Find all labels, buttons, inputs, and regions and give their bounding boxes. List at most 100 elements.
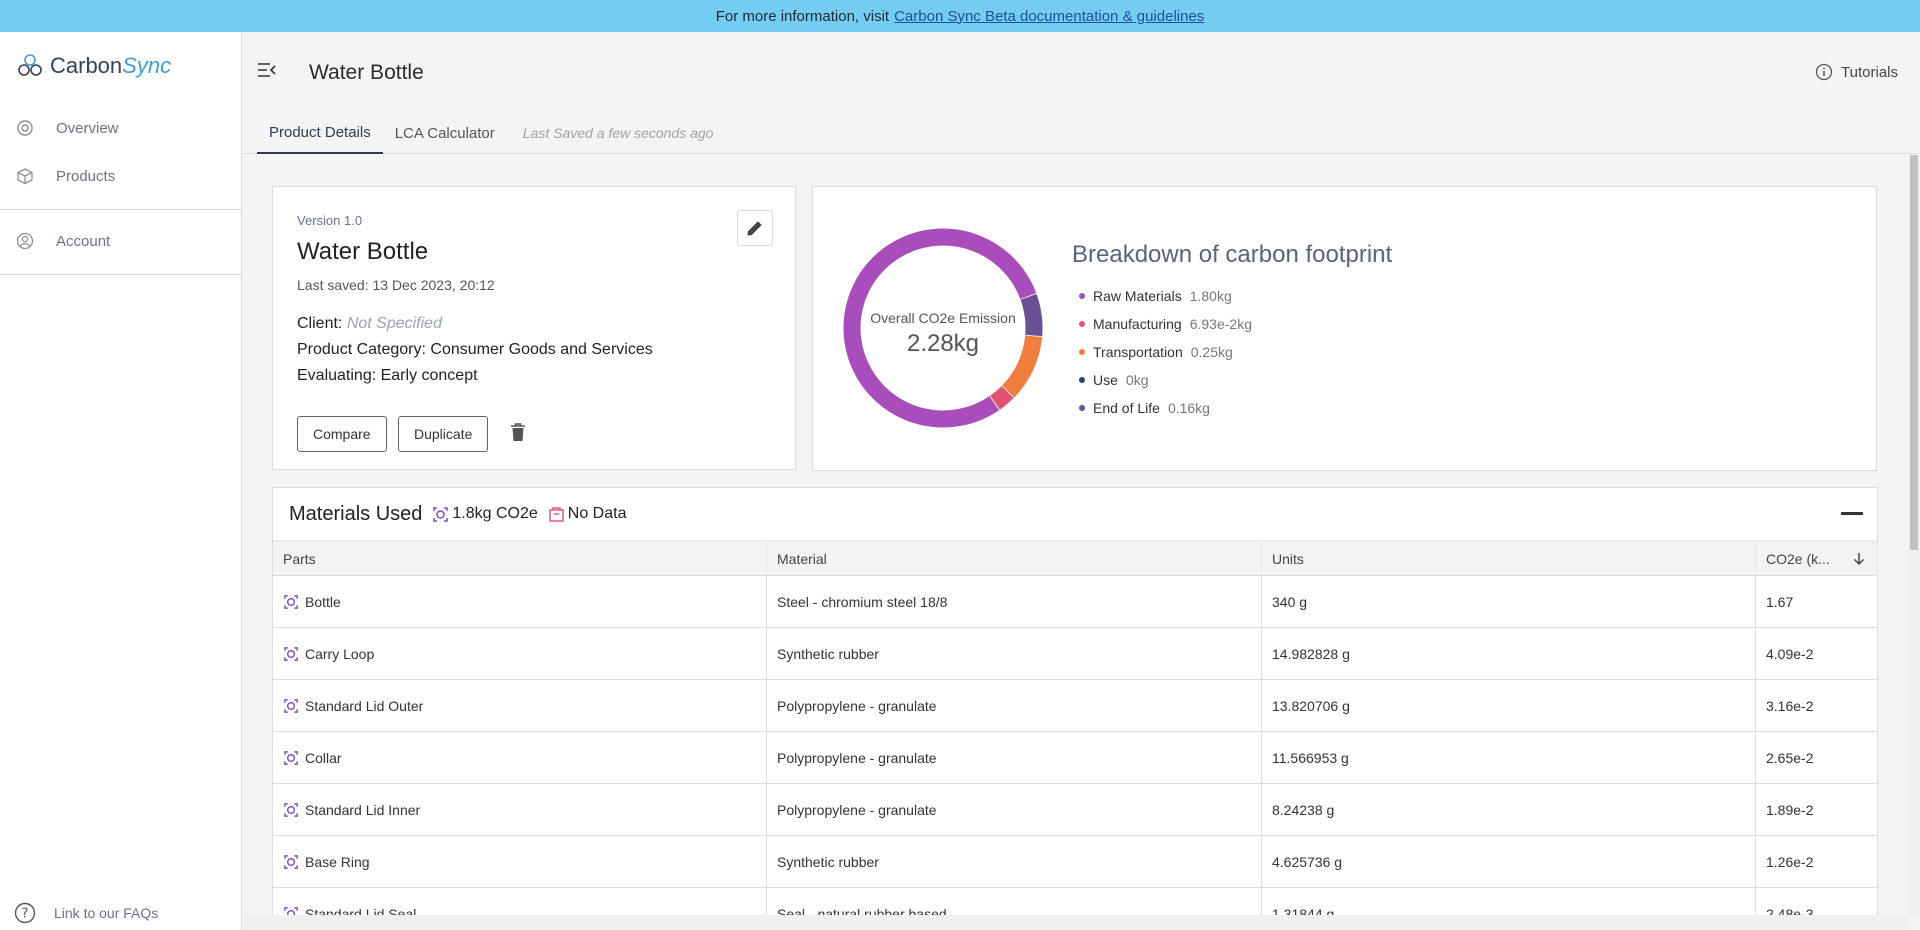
sidebar-item-overview[interactable]: Overview (0, 104, 241, 152)
co2e-cell[interactable]: 3.16e-2 (1756, 680, 1878, 732)
materials-title: Materials Used (289, 502, 423, 525)
co2e-cell[interactable]: 1.67 (1756, 576, 1878, 628)
legend-label: Manufacturing (1093, 316, 1182, 332)
donut-segment-transportation[interactable] (1001, 335, 1043, 398)
material-cell[interactable]: Synthetic rubber (767, 836, 1262, 888)
help-icon: ? (14, 902, 36, 924)
edit-button[interactable] (737, 210, 773, 246)
compare-button[interactable]: Compare (297, 416, 387, 452)
emission-donut-chart: Overall CO2e Emission 2.28kg (843, 228, 1043, 428)
material-cell[interactable]: Polypropylene - granulate (767, 680, 1262, 732)
co2e-cell[interactable]: 4.09e-2 (1756, 628, 1878, 680)
tab-lca-calculator[interactable]: LCA Calculator (394, 124, 495, 142)
legend-item: Use 0kg (1079, 366, 1252, 394)
legend-item: Transportation 0.25kg (1079, 338, 1252, 366)
pencil-icon (747, 221, 762, 236)
units-cell[interactable]: 4.625736 g (1262, 836, 1756, 888)
logo-icon (18, 54, 42, 76)
legend-value: 0kg (1125, 372, 1149, 388)
horizontal-scrollbar[interactable] (243, 915, 1908, 930)
info-banner: For more information, visit Carbon Sync … (0, 0, 1920, 32)
sidebar-item-account[interactable]: Account (0, 217, 241, 265)
carbonsync-logo[interactable]: CarbonSync (16, 52, 171, 80)
co2e-cell[interactable]: 1.89e-2 (1756, 784, 1878, 836)
co2e-cell[interactable]: 2.65e-2 (1756, 732, 1878, 784)
material-cell[interactable]: Steel - chromium steel 18/8 (767, 576, 1262, 628)
product-summary-card: Version 1.0 Water Bottle Last saved: 13 … (272, 186, 796, 470)
column-header-material[interactable]: Material (767, 541, 1262, 577)
part-cell[interactable]: Standard Lid Outer (273, 680, 767, 732)
part-icon (284, 699, 298, 713)
table-row[interactable]: Bottle Steel - chromium steel 18/8 340 g… (273, 576, 1878, 628)
materials-icon (433, 506, 449, 522)
part-icon (284, 803, 298, 817)
material-cell[interactable]: Synthetic rubber (767, 628, 1262, 680)
sort-arrow-down-icon[interactable] (1853, 552, 1865, 566)
sidebar-item-label: Account (56, 232, 111, 250)
menu-collapse-icon (258, 63, 276, 77)
material-cell[interactable]: Polypropylene - granulate (767, 784, 1262, 836)
legend-dot (1079, 321, 1085, 327)
sidebar-item-label: Overview (56, 119, 119, 137)
legend-dot (1079, 377, 1085, 383)
column-header-units[interactable]: Units (1262, 541, 1756, 577)
part-icon (284, 751, 298, 765)
table-row[interactable]: Collar Polypropylene - granulate 11.5669… (273, 732, 1878, 784)
page-title: Water Bottle (309, 61, 424, 84)
co2-badge: 1.8kg CO2e (432, 505, 538, 523)
svg-text:?: ? (22, 907, 29, 922)
donut-segment-manufacturing[interactable] (990, 385, 1014, 410)
legend-dot (1079, 349, 1085, 355)
collapse-menu-button[interactable] (257, 62, 277, 83)
table-row[interactable]: Carry Loop Synthetic rubber 14.982828 g … (273, 628, 1878, 680)
table-row[interactable]: Standard Lid Inner Polypropylene - granu… (273, 784, 1878, 836)
column-header-co2e[interactable]: CO2e (k... (1756, 541, 1878, 577)
donut-segment-raw-materials[interactable] (843, 228, 1037, 428)
units-cell[interactable]: 8.24238 g (1262, 784, 1756, 836)
units-cell[interactable]: 13.820706 g (1262, 680, 1756, 732)
faq-label: Link to our FAQs (54, 905, 159, 921)
donut-segment-end-of-life[interactable] (1020, 293, 1043, 337)
units-cell[interactable]: 11.566953 g (1262, 732, 1756, 784)
part-name: Bottle (305, 594, 341, 610)
tutorials-button[interactable]: Tutorials (1815, 63, 1898, 81)
part-cell[interactable]: Collar (273, 732, 767, 784)
legend-label: Transportation (1093, 344, 1183, 360)
no-data-badge: No Data (548, 505, 626, 523)
tutorials-label: Tutorials (1841, 63, 1898, 81)
duplicate-button[interactable]: Duplicate (398, 416, 489, 452)
part-cell[interactable]: Bottle (273, 576, 767, 628)
documentation-link[interactable]: Carbon Sync Beta documentation & guideli… (894, 7, 1205, 25)
part-cell[interactable]: Carry Loop (273, 628, 767, 680)
client-info: Client: Not Specified (297, 315, 442, 332)
co2e-cell[interactable]: 1.26e-2 (1756, 836, 1878, 888)
table-row[interactable]: Standard Lid Outer Polypropylene - granu… (273, 680, 1878, 732)
tab-product-details[interactable]: Product Details (257, 112, 383, 154)
part-icon (284, 855, 298, 869)
table-header: Parts Material Units CO2e (k... (273, 540, 1878, 577)
scroll-thumb[interactable] (1910, 155, 1918, 550)
part-cell[interactable]: Base Ring (273, 836, 767, 888)
legend-dot (1079, 293, 1085, 299)
vertical-scrollbar[interactable] (1908, 155, 1920, 915)
faq-link[interactable]: ? Link to our FAQs (14, 902, 158, 924)
product-category: Product Category: Consumer Goods and Ser… (297, 341, 653, 358)
page-header: Water Bottle Tutorials Product Details L… (243, 32, 1920, 154)
materials-header: Materials Used 1.8kg CO2e No Data (289, 488, 626, 540)
units-cell[interactable]: 340 g (1262, 576, 1756, 628)
collapse-panel-button[interactable] (1841, 512, 1863, 515)
column-header-parts[interactable]: Parts (273, 541, 767, 577)
part-icon (284, 647, 298, 661)
legend-value: 0.25kg (1190, 344, 1233, 360)
legend-item: End of Life 0.16kg (1079, 394, 1252, 422)
units-cell[interactable]: 14.982828 g (1262, 628, 1756, 680)
legend-value: 0.16kg (1167, 400, 1210, 416)
legend-value: 1.80kg (1189, 288, 1232, 304)
material-cell[interactable]: Polypropylene - granulate (767, 732, 1262, 784)
table-row[interactable]: Base Ring Synthetic rubber 4.625736 g 1.… (273, 836, 1878, 888)
main-content: Version 1.0 Water Bottle Last saved: 13 … (243, 155, 1908, 930)
part-cell[interactable]: Standard Lid Inner (273, 784, 767, 836)
delete-button[interactable] (510, 423, 526, 447)
sidebar-item-products[interactable]: Products (0, 152, 241, 200)
part-name: Standard Lid Inner (305, 802, 421, 818)
